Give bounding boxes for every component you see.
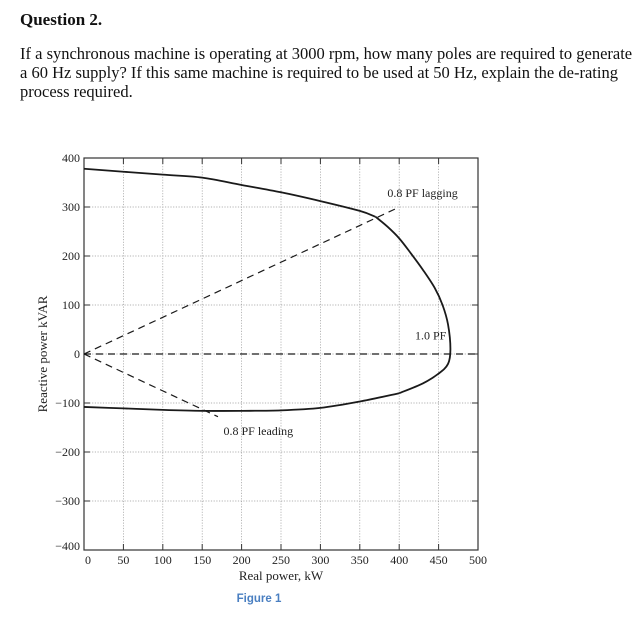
y-tick-label: 100 — [62, 298, 80, 312]
x-axis-title: Real power, kW — [239, 568, 324, 583]
y-tick-label: −200 — [55, 445, 80, 459]
y-tick-label: 300 — [62, 200, 80, 214]
x-tick-label: 450 — [430, 553, 448, 567]
chart-series — [83, 167, 478, 418]
y-axis-title: Reactive power kVAR — [35, 295, 50, 412]
y-tick-label: −300 — [55, 494, 80, 508]
question-text: If a synchronous machine is operating at… — [20, 44, 633, 101]
series-0-8-pf-lagging — [83, 208, 396, 355]
chart-annotations: 0.8 PF lagging 1.0 PF 0.8 PF leading — [223, 186, 457, 438]
y-tick-label: −400 — [55, 539, 80, 553]
y-tick-label: 0 — [74, 347, 80, 361]
x-tick-label: 350 — [351, 553, 369, 567]
x-tick-label: 0 — [85, 553, 91, 567]
question-line-1: If a synchronous machine is operating at… — [20, 44, 633, 63]
x-tick-label: 100 — [154, 553, 172, 567]
series-capability-curve-lower-stability-limit — [83, 392, 400, 412]
y-tick-label: 400 — [62, 151, 80, 165]
series-capability-curve-upper-field-current-limit — [83, 167, 376, 218]
y-tick-label: −100 — [55, 396, 80, 410]
question-line-2: a 60 Hz supply? If this same machine is … — [20, 63, 618, 82]
y-tick-label: 200 — [62, 249, 80, 263]
question-line-3: process required. — [20, 82, 133, 101]
x-tick-label: 250 — [272, 553, 290, 567]
annotation-0-8-pf-lagging: 0.8 PF lagging — [387, 186, 457, 200]
question-title: Question 2. — [20, 10, 103, 29]
x-tick-label: 400 — [390, 553, 408, 567]
x-tick-label: 300 — [311, 553, 329, 567]
x-tick-label: 150 — [193, 553, 211, 567]
x-tick-label: 500 — [469, 553, 487, 567]
axis-tick-labels: 0 50 100 150 200 250 300 350 400 450 500 400 300 200 1… — [55, 151, 487, 567]
series-0-8-pf-leading — [83, 353, 219, 418]
annotation-0-8-pf-leading: 0.8 PF leading — [223, 424, 293, 438]
x-tick-label: 50 — [117, 553, 129, 567]
annotation-1-0-pf: 1.0 PF — [415, 328, 447, 342]
x-tick-label: 200 — [233, 553, 251, 567]
figure-caption: Figure 1 — [237, 593, 282, 605]
series-capability-curve-right-armature-current-limit — [374, 216, 452, 395]
